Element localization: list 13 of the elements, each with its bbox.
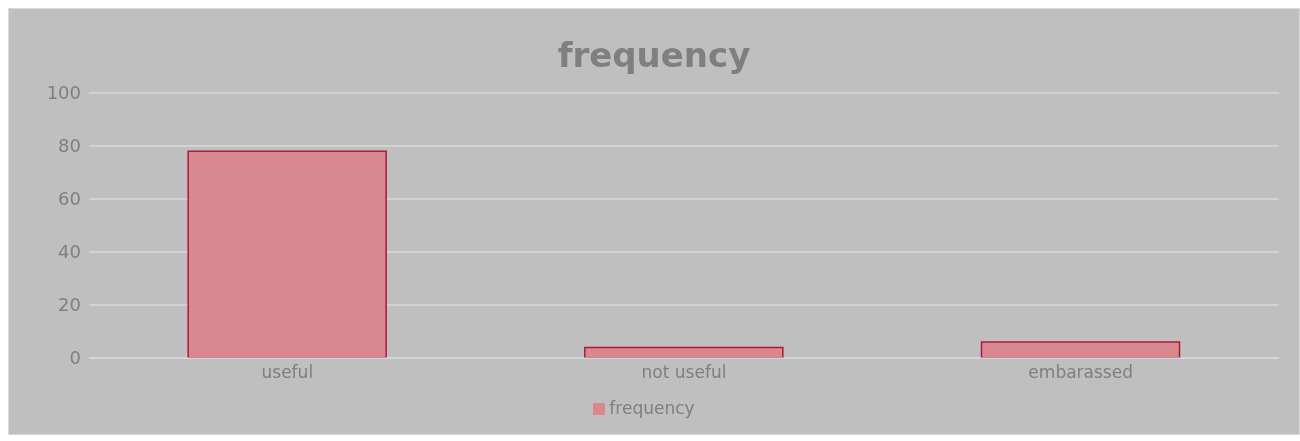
- legend-label: frequency: [609, 398, 695, 418]
- y-tick-label: 20: [58, 294, 81, 316]
- y-tick-label: 80: [58, 135, 81, 157]
- y-tick-label: 0: [69, 347, 81, 369]
- bar: [187, 150, 387, 358]
- chart-title: frequency: [556, 34, 752, 75]
- x-tick-label: embarassed: [1028, 362, 1133, 383]
- x-tick-label: useful: [261, 362, 314, 383]
- y-tick-label: 60: [58, 188, 81, 210]
- x-tick-label: not useful: [641, 362, 727, 383]
- y-tick-label: 40: [58, 241, 81, 263]
- y-tick-label: 100: [46, 82, 81, 104]
- bar: [980, 341, 1181, 358]
